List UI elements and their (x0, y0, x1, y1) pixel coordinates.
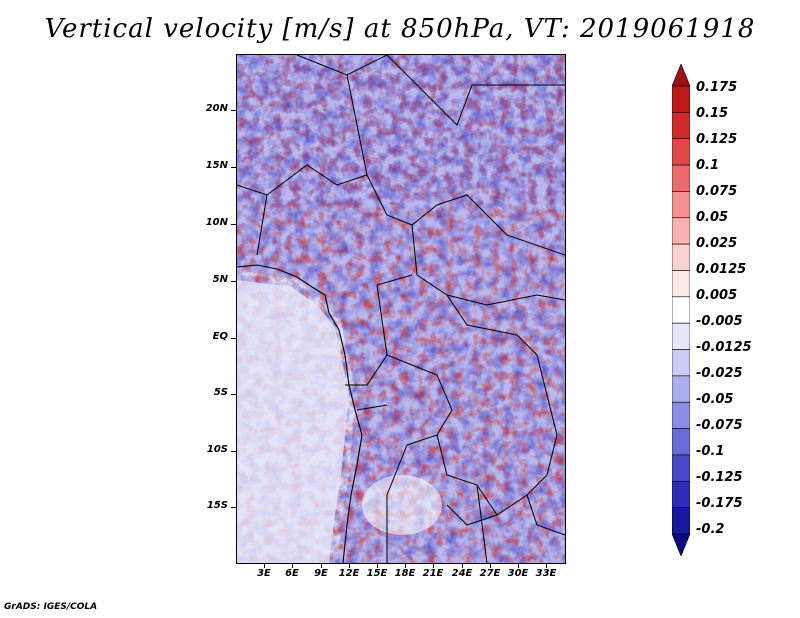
colorbar-segment (672, 270, 690, 298)
lon-tick (321, 563, 322, 568)
lon-label: 12E (338, 568, 360, 579)
colorbar-label: -0.005 (696, 314, 743, 329)
lat-label: EQ (212, 331, 228, 342)
colorbar-segment (672, 401, 690, 429)
lat-tick (231, 507, 236, 508)
lon-tick (433, 563, 434, 568)
colorbar-label: -0.05 (696, 392, 734, 407)
lon-tick (377, 563, 378, 568)
lon-tick (490, 563, 491, 568)
lat-label: 10N (205, 217, 228, 228)
colorbar-label: 0.05 (696, 210, 729, 225)
colorbar-segment (672, 243, 690, 271)
colorbar-label: -0.125 (696, 470, 743, 485)
colorbar-label: 0.175 (696, 80, 738, 95)
lat-label: 5N (212, 274, 228, 285)
colorbar-segment (672, 428, 690, 456)
country-borders (237, 55, 565, 563)
colorbar-label: -0.025 (696, 366, 743, 381)
lon-label: 15E (366, 568, 388, 579)
lon-label: 33E (535, 568, 557, 579)
lon-label: 9E (314, 568, 328, 579)
colorbar-label: -0.175 (696, 496, 743, 511)
map-plot-area (236, 54, 566, 564)
colorbar-label: 0.1 (696, 158, 720, 173)
lat-tick (231, 167, 236, 168)
lat-label: 10S (206, 444, 228, 455)
velocity-field-map (237, 55, 565, 563)
colorbar-label: 0.025 (696, 236, 738, 251)
lat-label: 20N (205, 103, 228, 114)
lat-tick (231, 281, 236, 282)
colorbar-segment (672, 480, 690, 508)
ocean-overlay (237, 280, 349, 563)
lon-tick (292, 563, 293, 568)
coastline (237, 264, 363, 563)
lat-label: 15S (206, 500, 228, 511)
colorbar-label: -0.0125 (696, 340, 752, 355)
colorbar-segment (672, 349, 690, 377)
colorbar-segment (672, 296, 690, 324)
colorbar-segment (672, 112, 690, 140)
colorbar-segment (672, 322, 690, 350)
lon-label: 21E (422, 568, 444, 579)
lon-label: 30E (507, 568, 529, 579)
northern-strong-band (237, 55, 565, 205)
lat-tick (231, 394, 236, 395)
lon-label: 18E (394, 568, 416, 579)
lat-tick (231, 451, 236, 452)
lon-tick (349, 563, 350, 568)
colorbar-label: 0.125 (696, 132, 738, 147)
colorbar-segment (672, 191, 690, 219)
colorbar-segment (672, 507, 690, 535)
colorbar-segment (672, 85, 690, 113)
lat-tick (231, 338, 236, 339)
colorbar-label: -0.075 (696, 418, 743, 433)
lat-label: 15N (205, 160, 228, 171)
lat-tick (231, 224, 236, 225)
lon-label: 6E (285, 568, 299, 579)
lat-tick (231, 110, 236, 111)
colorbar-label: 0.005 (696, 288, 738, 303)
lon-tick (546, 563, 547, 568)
colorbar-segment (672, 164, 690, 192)
lon-label: 3E (257, 568, 271, 579)
colorbar-label: 0.0125 (696, 262, 747, 277)
colorbar-segment (672, 138, 690, 166)
colorbar (672, 64, 690, 556)
lon-label: 27E (479, 568, 501, 579)
colorbar-label: 0.075 (696, 184, 738, 199)
colorbar-segment (672, 375, 690, 403)
colorbar-label: -0.2 (696, 522, 725, 537)
colorbar-segment (672, 533, 690, 556)
lon-tick (264, 563, 265, 568)
lon-tick (405, 563, 406, 568)
colorbar-segment (672, 454, 690, 482)
map-title: Vertical velocity [m/s] at 850hPa, VT: 2… (44, 14, 756, 44)
colorbar-label: 0.15 (696, 106, 729, 121)
colorbar-label: -0.1 (696, 444, 725, 459)
lon-label: 24E (451, 568, 473, 579)
colorbar-segment (672, 217, 690, 245)
lon-tick (462, 563, 463, 568)
software-credit: GrADS: IGES/COLA (4, 602, 98, 612)
southern-calm-patch (362, 475, 442, 535)
colorbar-segment (672, 64, 690, 87)
lon-tick (518, 563, 519, 568)
lat-label: 5S (213, 387, 228, 398)
